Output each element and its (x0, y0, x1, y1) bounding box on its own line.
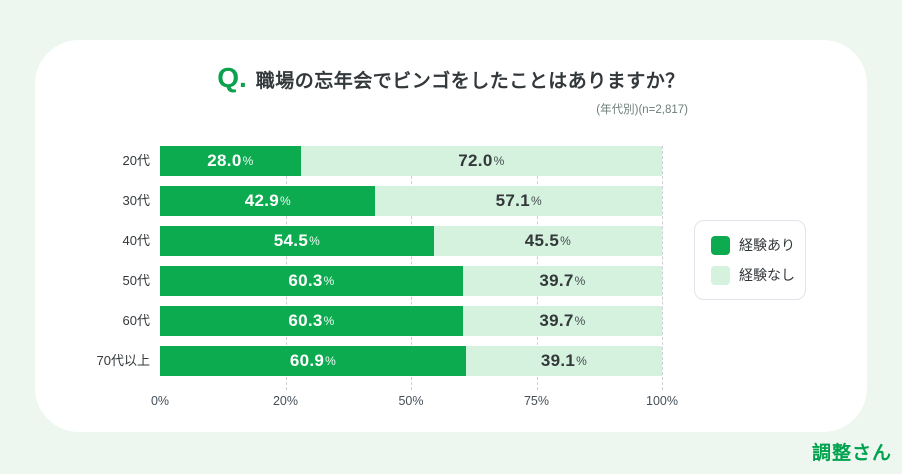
category-label: 60代 (122, 313, 150, 328)
category-label: 70代以上 (96, 353, 150, 368)
bar-segment-experienced: 60.9% (160, 346, 466, 376)
segment-value: 28.0 (207, 151, 242, 170)
chart-title: 職場の忘年会でビンゴをしたことはありますか？ (255, 71, 685, 92)
percent-sign: % (242, 154, 254, 168)
bar-row: 54.5% 45.5% (160, 226, 662, 256)
bar-segment-not-experienced: 45.5% (433, 226, 662, 256)
bar-segment-experienced: 54.5% (160, 226, 434, 256)
legend-item: 経験なし (711, 265, 805, 285)
segment-value: 39.7 (539, 311, 574, 330)
bar-row: 60.3% 39.7% (160, 306, 662, 336)
percent-sign: % (323, 274, 335, 288)
segment-value: 60.9 (289, 351, 325, 370)
bar-segment-not-experienced: 39.7% (462, 266, 662, 296)
gridline-100 (662, 146, 663, 390)
percent-sign: % (279, 194, 291, 208)
percent-sign: % (576, 354, 587, 368)
category-label: 40代 (122, 233, 150, 248)
percent-sign: % (574, 274, 586, 288)
segment-value: 42.9 (244, 191, 279, 210)
bar-segment-not-experienced: 39.7% (462, 306, 662, 336)
bar-chart-plot: 20代 28.0% 72.0% 30代 42.9% 57.1% 40代 54.5% 45.5% 5… (97, 146, 678, 408)
bar-segment-not-experienced: 57.1% (375, 186, 662, 216)
segment-value: 60.3 (288, 311, 323, 330)
x-axis-tick: 20% (272, 394, 299, 408)
legend-label: 経験あり (739, 237, 795, 253)
x-axis-tick: 75% (523, 394, 550, 408)
segment-value: 57.1 (495, 191, 530, 210)
category-label: 30代 (122, 193, 150, 208)
bar-row: 60.3% 39.7% (160, 266, 662, 296)
category-label: 50代 (122, 273, 150, 288)
percent-sign: % (574, 314, 586, 328)
legend-swatch-icon (711, 235, 730, 255)
percent-sign: % (493, 154, 505, 168)
bar-segment-not-experienced: 39.1% (465, 346, 662, 376)
bar-row: 28.0% 72.0% (160, 146, 662, 176)
percent-sign: % (309, 234, 320, 248)
percent-sign: % (530, 194, 542, 208)
percent-sign: % (323, 314, 335, 328)
legend-item: 経験あり (711, 235, 805, 255)
percent-sign: % (560, 234, 571, 248)
segment-value: 54.5 (273, 231, 309, 250)
title-row: Q. 職場の忘年会でビンゴをしたことはありますか？ (35, 62, 867, 94)
bar-segment-experienced: 28.0% (160, 146, 301, 176)
segment-value: 39.7 (539, 271, 574, 290)
segment-value: 45.5 (524, 231, 560, 250)
chart-subtitle: (年代別)(n=2,817) (596, 104, 688, 116)
segment-value: 60.3 (288, 271, 323, 290)
x-axis-tick: 50% (398, 394, 424, 408)
bar-row: 42.9% 57.1% (160, 186, 662, 216)
question-mark-label: Q. (217, 62, 247, 93)
legend-swatch-icon (711, 265, 730, 285)
x-axis-tick: 100% (646, 394, 678, 408)
bar-segment-experienced: 42.9% (160, 186, 376, 216)
chart-card: Q. 職場の忘年会でビンゴをしたことはありますか？ (年代別)(n=2,817)… (35, 40, 867, 432)
brand-logo: 調整さん (811, 443, 892, 464)
bar-row: 60.9% 39.1% (160, 346, 662, 376)
bar-segment-experienced: 60.3% (160, 306, 463, 336)
segment-value: 39.1 (540, 351, 576, 370)
bar-segment-not-experienced: 72.0% (300, 146, 662, 176)
bar-segment-experienced: 60.3% (160, 266, 463, 296)
category-label: 20代 (122, 153, 150, 168)
legend-label: 経験なし (739, 267, 795, 283)
segment-value: 72.0 (458, 151, 493, 170)
percent-sign: % (325, 354, 336, 368)
chart-legend: 経験あり 経験なし (694, 220, 806, 300)
x-axis-tick: 0% (150, 394, 170, 408)
